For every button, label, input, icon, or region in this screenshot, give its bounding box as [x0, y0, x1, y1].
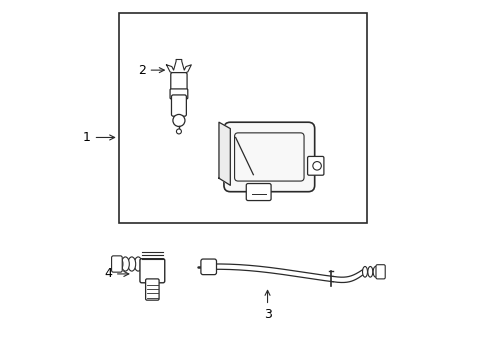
Ellipse shape: [121, 257, 129, 271]
Text: 2: 2: [138, 64, 164, 77]
FancyBboxPatch shape: [375, 265, 385, 279]
Circle shape: [176, 129, 181, 134]
FancyBboxPatch shape: [307, 157, 323, 175]
FancyBboxPatch shape: [170, 73, 187, 93]
Circle shape: [312, 162, 321, 170]
Bar: [119, 13, 366, 222]
Polygon shape: [219, 122, 230, 185]
FancyBboxPatch shape: [140, 259, 164, 283]
Ellipse shape: [362, 266, 367, 277]
Ellipse shape: [372, 266, 377, 277]
FancyBboxPatch shape: [171, 95, 186, 116]
Polygon shape: [166, 59, 191, 76]
FancyBboxPatch shape: [224, 122, 314, 192]
FancyBboxPatch shape: [246, 184, 270, 201]
Text: 1: 1: [82, 131, 114, 144]
Text: 4: 4: [104, 267, 128, 280]
Circle shape: [173, 114, 184, 126]
Ellipse shape: [134, 257, 142, 271]
Text: 3: 3: [263, 291, 271, 321]
Ellipse shape: [128, 257, 135, 271]
FancyBboxPatch shape: [201, 259, 216, 275]
FancyBboxPatch shape: [111, 256, 122, 272]
FancyBboxPatch shape: [145, 279, 159, 300]
Ellipse shape: [367, 266, 372, 277]
FancyBboxPatch shape: [170, 89, 187, 99]
Ellipse shape: [115, 257, 122, 271]
